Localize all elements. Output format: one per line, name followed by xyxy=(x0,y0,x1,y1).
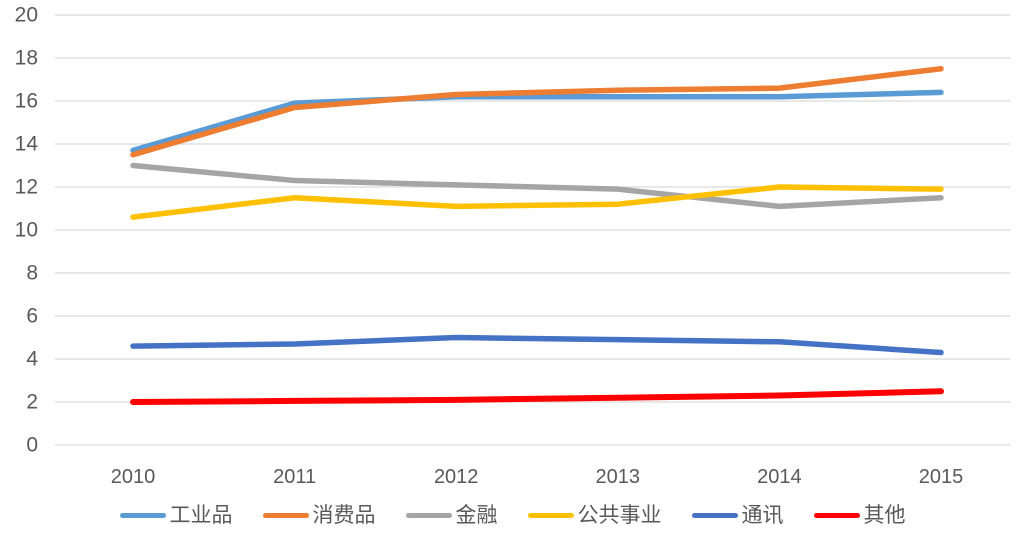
legend-item-0: 工业品 xyxy=(119,504,233,527)
series-line-5 xyxy=(130,388,944,405)
y-axis-tick-label: 20 xyxy=(15,4,38,27)
legend-label: 公共事业 xyxy=(577,504,662,527)
series-line-2 xyxy=(130,162,944,210)
legend-label: 消费品 xyxy=(312,504,376,527)
chart-plot-area: 0 2 4 6 8 10 12 14 16 18 20 2010 2011 2012 2013 2014 201… xyxy=(15,4,1010,488)
series-line-3 xyxy=(130,184,944,220)
legend-swatch-icon xyxy=(119,513,166,518)
legend-label: 其他 xyxy=(863,504,906,527)
chart-legend: 工业品 消费品 金融 公共事业 通讯 其他 xyxy=(0,505,1025,526)
series-line-4 xyxy=(130,334,944,356)
y-axis-tick-label: 0 xyxy=(26,434,38,457)
y-axis-tick-label: 4 xyxy=(26,348,38,371)
legend-label: 通讯 xyxy=(741,504,784,527)
y-axis-tick-label: 18 xyxy=(15,47,38,70)
legend-label: 金融 xyxy=(455,504,498,527)
legend-swatch-icon xyxy=(813,513,860,518)
legend-item-4: 通讯 xyxy=(691,504,784,527)
legend-item-5: 其他 xyxy=(813,504,906,527)
series-line-0 xyxy=(130,89,944,154)
y-axis-tick-label: 14 xyxy=(15,133,39,156)
x-axis-tick-label: 2014 xyxy=(757,466,802,488)
y-axis-tick-label: 10 xyxy=(15,219,38,242)
x-axis-tick-label: 2010 xyxy=(111,466,156,488)
legend-swatch-icon xyxy=(405,513,452,518)
legend-label: 工业品 xyxy=(169,504,233,527)
legend-item-1: 消费品 xyxy=(262,504,376,527)
legend-swatch-icon xyxy=(262,513,309,518)
y-axis-tick-label: 12 xyxy=(15,176,38,199)
series-line-1 xyxy=(130,66,944,158)
legend-item-3: 公共事业 xyxy=(527,504,662,527)
y-axis-tick-label: 8 xyxy=(26,262,38,285)
y-axis-tick-label: 6 xyxy=(26,305,38,328)
y-axis-tick-label: 16 xyxy=(15,90,38,113)
x-axis-tick-label: 2015 xyxy=(919,466,964,488)
x-axis-tick-label: 2013 xyxy=(596,466,641,488)
x-axis-tick-label: 2012 xyxy=(434,466,479,488)
legend-swatch-icon xyxy=(527,513,574,518)
legend-item-2: 金融 xyxy=(405,504,498,527)
y-axis-tick-label: 2 xyxy=(26,391,38,414)
legend-swatch-icon xyxy=(691,513,738,518)
x-axis-tick-label: 2011 xyxy=(273,466,316,488)
